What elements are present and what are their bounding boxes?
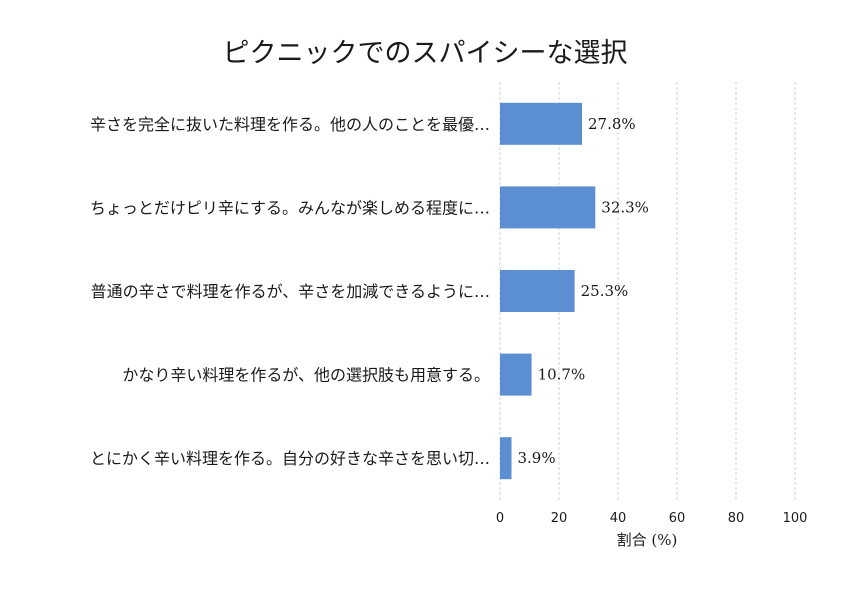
value-label: 10.7% <box>538 366 586 384</box>
x-tick-label: 80 <box>728 511 745 526</box>
category-label: とにかく辛い料理を作る。自分の好きな辛さを思い切… <box>90 449 490 468</box>
category-label: 辛さを完全に抜いた料理を作る。他の人のことを最優… <box>90 115 490 134</box>
x-tick-label: 20 <box>551 511 568 526</box>
x-tick-label: 100 <box>783 511 808 526</box>
bar <box>500 270 575 312</box>
bar <box>500 186 596 229</box>
x-tick-label: 0 <box>496 511 504 526</box>
x-tick-label: 60 <box>669 511 686 526</box>
value-label: 27.8% <box>588 115 636 133</box>
category-label: かなり辛い料理を作るが、他の選択肢も用意する。 <box>122 366 490 385</box>
value-label: 3.9% <box>518 449 556 467</box>
bar <box>500 437 512 480</box>
bar <box>500 353 532 396</box>
value-label: 32.3% <box>601 198 649 216</box>
category-labels: 辛さを完全に抜いた料理を作る。他の人のことを最優… ちょっとだけピリ辛にする。みん… <box>90 115 490 468</box>
category-label: 普通の辛さで料理を作るが、辛さを加減できるように… <box>91 282 490 301</box>
x-axis-label: 割合 (%) <box>617 531 678 549</box>
category-label: ちょっとだけピリ辛にする。みんなが楽しめる程度に… <box>90 198 490 217</box>
chart-title: ピクニックでのスパイシーな選択 <box>223 38 628 69</box>
bar <box>500 102 583 145</box>
value-label: 25.3% <box>581 282 629 300</box>
x-tick-label: 40 <box>610 511 627 526</box>
bars <box>500 102 596 480</box>
value-labels: 27.8% 32.3% 25.3% 10.7% 3.9% <box>518 115 649 467</box>
x-axis-ticks: 0 20 40 60 80 100 <box>496 511 808 526</box>
